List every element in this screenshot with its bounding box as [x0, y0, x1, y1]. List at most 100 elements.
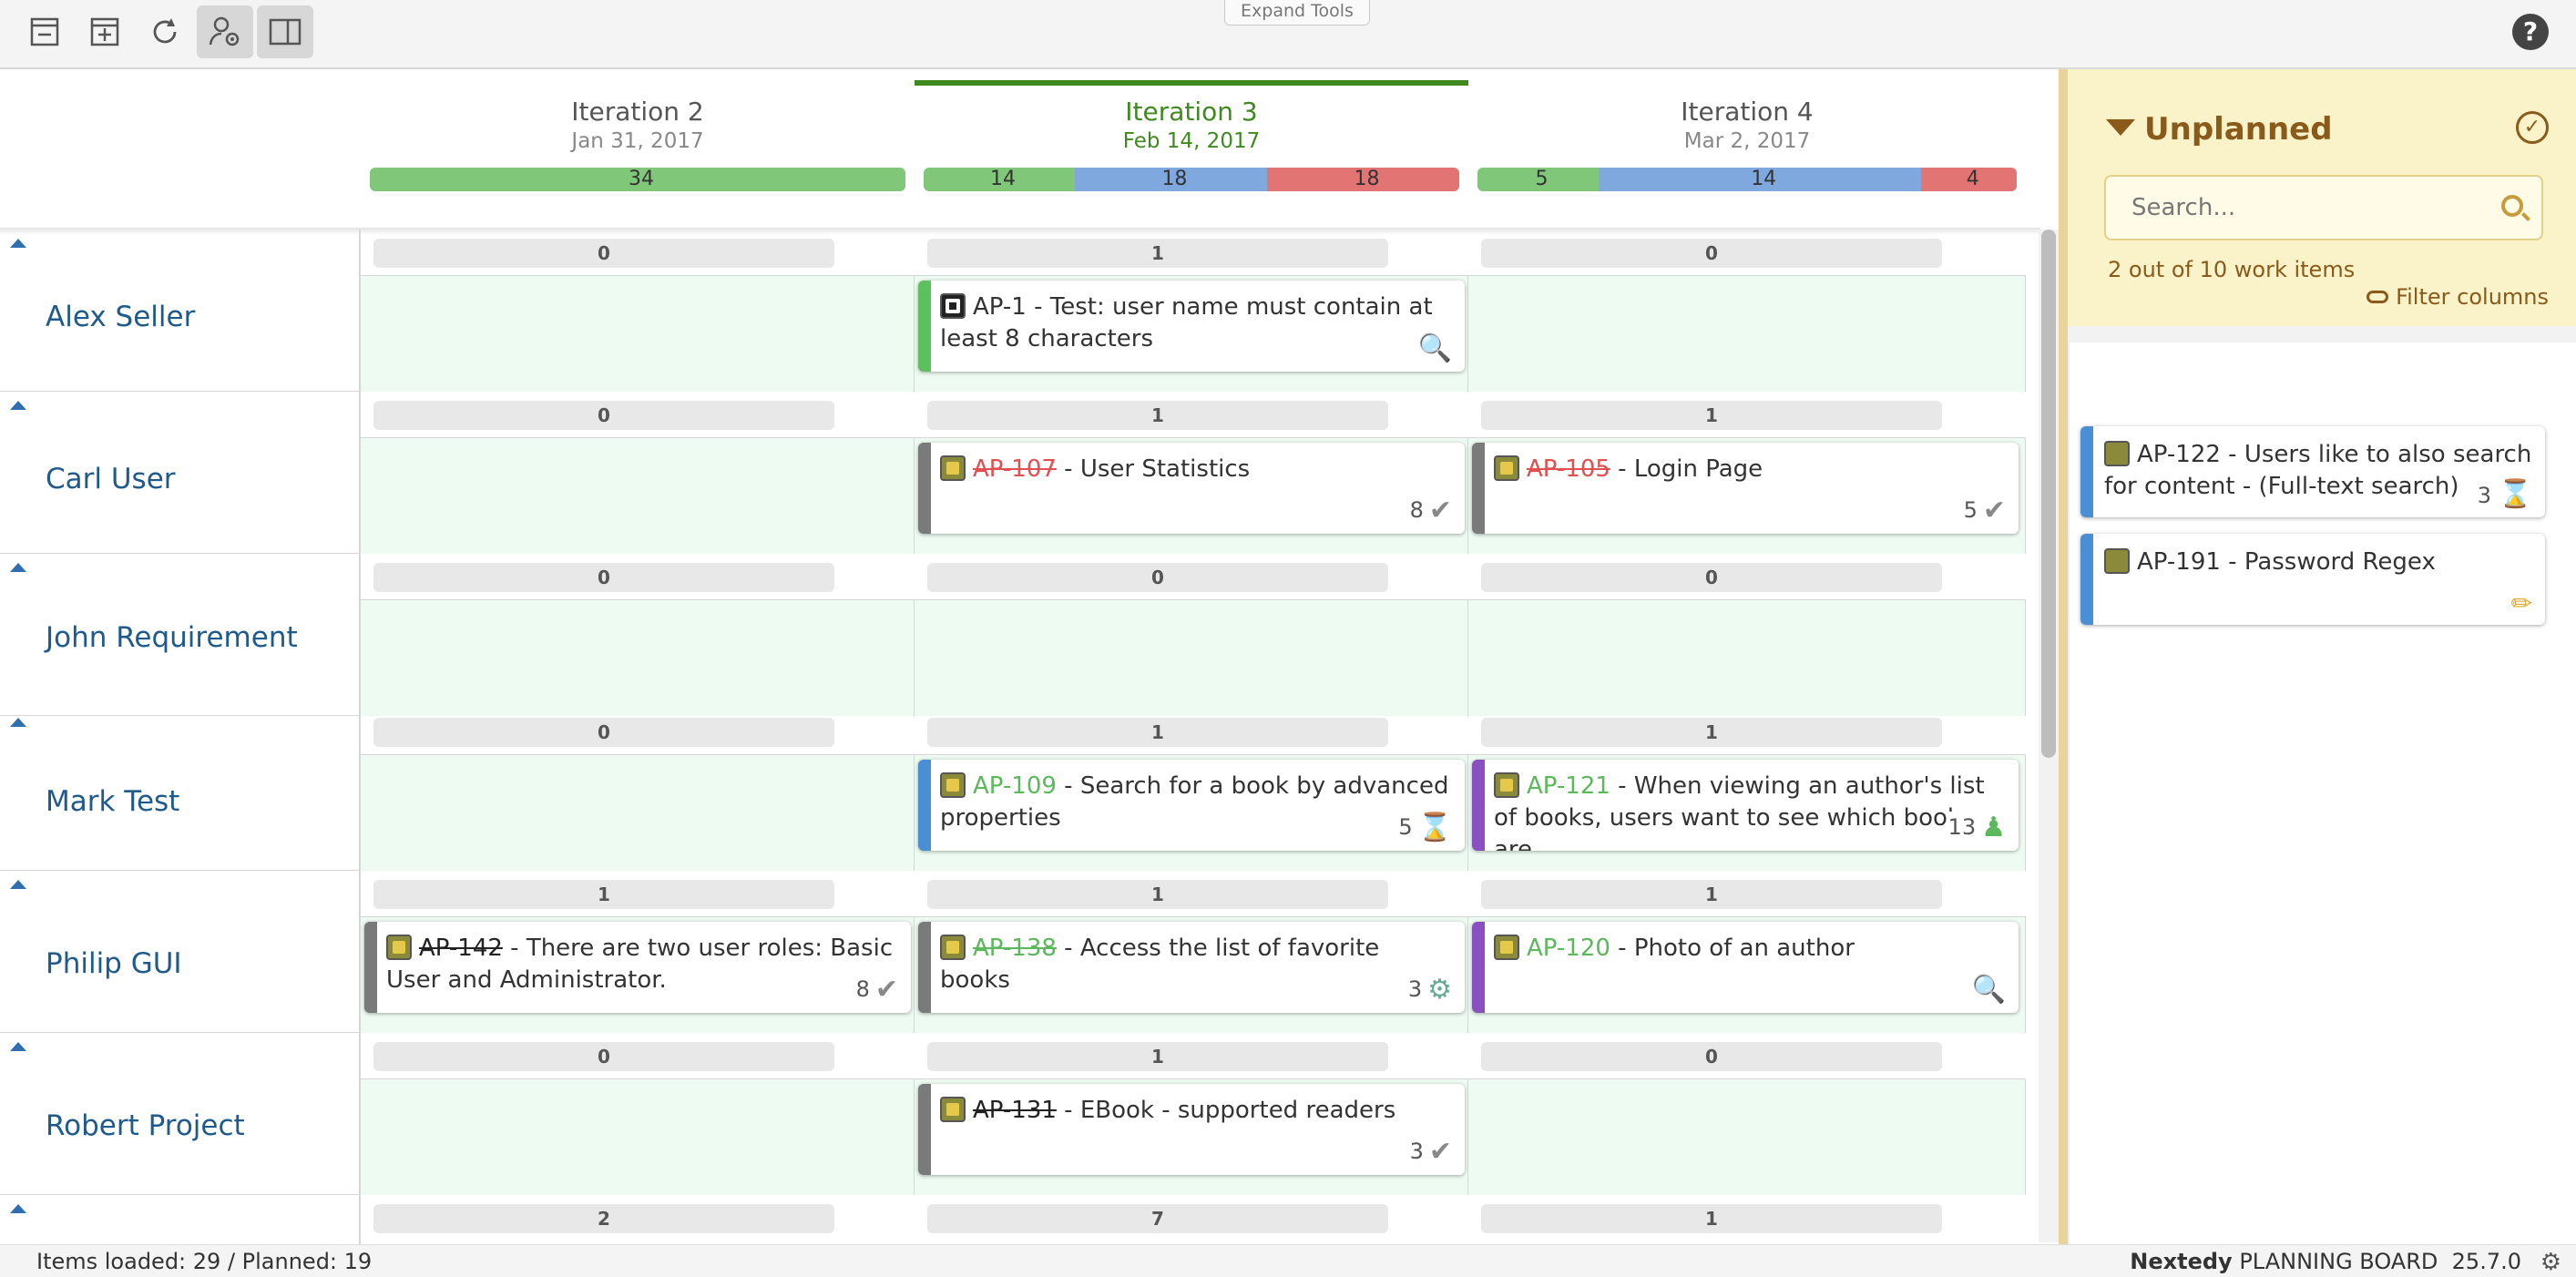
- lane-header: [0, 392, 361, 553]
- work-item-title: - When viewing an author's list of books…: [1494, 772, 1985, 851]
- column-iteration-4[interactable]: Iteration 4 Mar 2, 2017 5 14 4: [1468, 69, 2026, 228]
- card-meta: 🔍: [1418, 332, 1452, 364]
- work-item-card[interactable]: AP-131 - EBook - supported readers 3 ✔: [918, 1084, 1465, 1175]
- work-item-title: - Photo of an author: [1610, 935, 1855, 962]
- cell-count: 0: [373, 1042, 834, 1071]
- column-iteration-2[interactable]: Iteration 2 Jan 31, 2017 34: [361, 69, 915, 228]
- board-cell[interactable]: [1468, 1078, 2026, 1195]
- board-scrollbar[interactable]: [2039, 230, 2059, 1242]
- cell-count: 0: [373, 239, 834, 268]
- gear-status-icon: ⚙: [1427, 974, 1452, 1006]
- unplanned-card[interactable]: AP-122 - Users like to also search for c…: [2080, 426, 2545, 517]
- sidebar-resize-handle[interactable]: [2059, 69, 2068, 1244]
- board-cell[interactable]: [361, 599, 915, 716]
- work-item-count: 2 out of 10 work items: [2108, 257, 2356, 282]
- cell-count: 1: [1481, 401, 1942, 430]
- work-item-card[interactable]: AP-107 - User Statistics 8 ✔: [918, 443, 1465, 534]
- scrollbar-thumb[interactable]: [2041, 230, 2056, 758]
- lane-name: Carl User: [46, 463, 176, 495]
- story-points: 8: [855, 976, 870, 1002]
- work-item-key: AP-109: [973, 772, 1057, 800]
- work-item-title: - Test: user name must contain at least …: [940, 293, 1433, 352]
- cell-count: 0: [1481, 1042, 1942, 1071]
- work-item-key: AP-142: [419, 935, 503, 962]
- board-cell[interactable]: [361, 275, 915, 392]
- product-name: PLANNING BOARD: [2232, 1249, 2438, 1274]
- collapse-icon: [30, 17, 59, 46]
- collapse-lane-icon[interactable]: [10, 401, 26, 410]
- work-item-card[interactable]: AP-109 - Search for a book by advanced p…: [918, 760, 1465, 851]
- board-cell[interactable]: [1468, 599, 2026, 716]
- collapse-lane-icon[interactable]: [10, 718, 26, 727]
- work-item-card[interactable]: AP-105 - Login Page 5 ✔: [1472, 443, 2019, 534]
- capacity-segment: 18: [1266, 168, 1459, 191]
- filter-columns-button[interactable]: Filter columns: [2366, 284, 2549, 310]
- work-item-title: - User Statistics: [1056, 455, 1251, 483]
- cell-count: 1: [1481, 718, 1942, 747]
- done-check-icon: ✔: [1428, 1136, 1452, 1168]
- collapse-lane-icon[interactable]: [10, 1204, 26, 1213]
- swimlane-alex-seller: Alex Seller 0 1 0 AP-1 - Test: user name…: [0, 230, 2026, 392]
- capacity-segment: 4: [1921, 168, 2017, 191]
- cell-count: 2: [373, 1204, 834, 1233]
- sidebar-title: Unplanned: [2106, 111, 2333, 148]
- user-settings-button[interactable]: [197, 5, 253, 58]
- toggle-sidebar-button[interactable]: [257, 5, 313, 58]
- collapse-all-button[interactable]: [16, 5, 73, 58]
- swimlane-philip-gui: Philip GUI 1 1 1 AP-142 - There are two …: [0, 871, 2026, 1033]
- capacity-segment: 34: [370, 168, 905, 191]
- work-item-card[interactable]: AP-142 - There are two user roles: Basic…: [364, 922, 911, 1013]
- expand-icon: [90, 17, 119, 46]
- lane-name: John Requirement: [46, 621, 298, 654]
- board-cell[interactable]: [361, 754, 915, 871]
- board-cell[interactable]: [361, 1078, 915, 1195]
- done-check-icon: ✔: [1428, 495, 1452, 526]
- expand-tools-button[interactable]: Expand Tools: [1224, 0, 1370, 26]
- gear-icon[interactable]: ⚙: [2540, 1249, 2561, 1276]
- lane-name: Philip GUI: [46, 947, 182, 980]
- board-cell[interactable]: [361, 437, 915, 554]
- collapse-lane-icon[interactable]: [10, 563, 26, 572]
- review-magnifier-icon: 🔍: [1417, 332, 1452, 364]
- lane-header: [0, 1033, 361, 1194]
- sidebar-panel-icon: [269, 18, 302, 46]
- refresh-button[interactable]: [137, 5, 193, 58]
- column-date: Jan 31, 2017: [571, 129, 704, 153]
- review-magnifier-icon: 🔍: [1971, 974, 2006, 1006]
- cell-count: 1: [927, 880, 1388, 909]
- collapse-lane-icon[interactable]: [10, 880, 26, 889]
- cell-count: 1: [927, 401, 1388, 430]
- board-cell[interactable]: [1468, 275, 2026, 392]
- cell-count: 0: [373, 401, 834, 430]
- lane-header: [0, 709, 361, 870]
- work-item-card[interactable]: AP-120 - Photo of an author 🔍: [1472, 922, 2019, 1013]
- work-item-title: - There are two user roles: Basic User a…: [386, 935, 894, 994]
- work-item-card[interactable]: AP-138 - Access the list of favorite boo…: [918, 922, 1465, 1013]
- check-circle-icon[interactable]: ✓: [2516, 111, 2549, 144]
- collapse-lane-icon[interactable]: [10, 239, 26, 248]
- hourglass-icon: ⌛: [1417, 812, 1452, 843]
- expand-all-button[interactable]: [77, 5, 133, 58]
- test-case-icon: [940, 293, 966, 319]
- work-item-card[interactable]: AP-121 - When viewing an author's list o…: [1472, 760, 2019, 851]
- help-icon[interactable]: ?: [2512, 14, 2549, 50]
- collapse-lane-icon[interactable]: [10, 1042, 26, 1051]
- search-icon[interactable]: [2501, 195, 2523, 217]
- done-check-icon: ✔: [874, 974, 898, 1006]
- story-points: 3: [1409, 1139, 1424, 1164]
- capacity-bar: 14 18 18: [924, 168, 1459, 191]
- unplanned-card[interactable]: AP-191 - Password Regex ✏: [2080, 534, 2545, 625]
- user-story-icon: [2104, 548, 2130, 574]
- work-item-card[interactable]: AP-1 - Test: user name must contain at l…: [918, 281, 1465, 372]
- planning-board: Iteration 2 Jan 31, 2017 34 Iteration 3 …: [0, 69, 2059, 1244]
- search-input[interactable]: Search...: [2104, 175, 2543, 240]
- work-item-key: AP-1: [973, 293, 1027, 321]
- board-cell[interactable]: [915, 599, 1468, 716]
- cell-count: 0: [373, 563, 834, 592]
- card-meta: 3 ⌛: [2478, 478, 2532, 512]
- unplanned-list: AP-122 - Users like to also search for c…: [2068, 342, 2576, 1244]
- column-title: Iteration 3: [1125, 97, 1258, 127]
- story-points: 3: [2477, 483, 2491, 508]
- user-gear-icon: [209, 16, 240, 46]
- column-iteration-3[interactable]: Iteration 3 Feb 14, 2017 14 18 18: [915, 69, 1468, 228]
